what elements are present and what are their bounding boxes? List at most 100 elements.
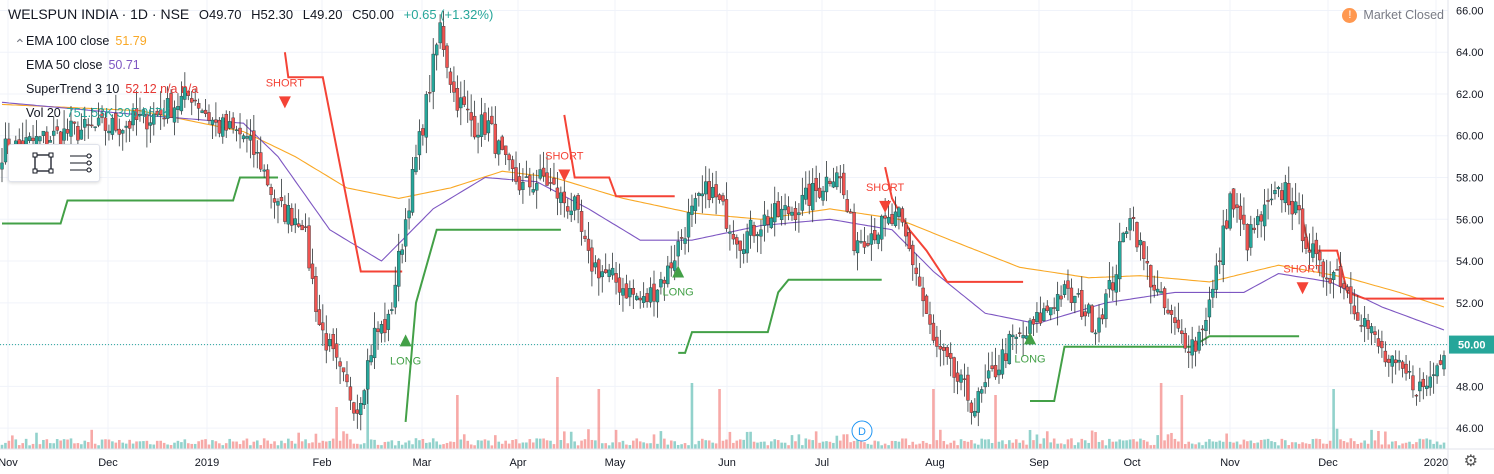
volume-bar	[445, 442, 449, 449]
volume-bar	[1032, 440, 1035, 449]
candle	[390, 309, 394, 311]
candle	[800, 194, 805, 211]
candle	[710, 186, 715, 198]
candle	[1052, 307, 1056, 309]
volume-bar	[545, 440, 549, 449]
candle	[303, 226, 308, 228]
candle	[27, 136, 32, 142]
volume-bar	[245, 438, 249, 449]
candle	[1017, 332, 1022, 334]
rectangle-tool-icon[interactable]	[31, 151, 55, 175]
candle	[1138, 239, 1143, 246]
volume-bar	[1308, 443, 1311, 449]
volume-bar	[293, 443, 297, 449]
volume-bar	[1097, 441, 1101, 449]
volume-bar	[752, 441, 756, 449]
candle	[255, 152, 259, 154]
volume-bar	[811, 440, 814, 449]
candle	[531, 189, 535, 193]
volume-bar	[1339, 439, 1342, 449]
volume-bar	[1435, 441, 1439, 449]
candle	[728, 231, 732, 234]
volume-bar	[766, 445, 770, 449]
volume-bar	[124, 443, 128, 449]
volume-bar	[262, 438, 266, 449]
volume-bar	[318, 442, 321, 449]
volume-bar	[183, 439, 187, 449]
market-status[interactable]: ! Market Closed	[1342, 8, 1444, 24]
volume-bar	[663, 438, 666, 449]
candle	[1218, 260, 1222, 262]
gear-icon[interactable]: ⚙	[1463, 453, 1478, 470]
volume-bar	[687, 445, 690, 449]
candle	[196, 103, 201, 109]
volume-bar	[776, 440, 780, 449]
volume-bar	[135, 441, 138, 449]
volume-bar	[1114, 441, 1118, 449]
volume-bar	[459, 439, 463, 449]
candle	[817, 187, 822, 198]
volume-bar	[1425, 438, 1429, 449]
symbol-title[interactable]: WELSPUN INDIA · 1D · NSE	[8, 6, 190, 22]
volume-bar	[128, 439, 131, 449]
y-tick-label: 56.00	[1456, 214, 1484, 226]
candle	[314, 276, 318, 312]
candle	[155, 110, 159, 115]
candle	[259, 152, 263, 170]
volume-bar	[1394, 441, 1398, 449]
long-arrow	[399, 334, 412, 347]
candle	[359, 403, 363, 415]
volume-bar	[1166, 434, 1170, 449]
candle	[100, 113, 104, 118]
supertrend-down-line	[1301, 219, 1444, 300]
lines-settings-icon[interactable]	[69, 151, 93, 175]
volume-bar	[1328, 440, 1332, 449]
candle	[245, 136, 249, 139]
candle	[769, 217, 773, 228]
supertrend-signals: SHORT LONG SHORT LONG SHORT LONG SHORT D	[266, 77, 1322, 442]
volume-bar	[283, 443, 287, 449]
candle	[679, 237, 684, 239]
candle	[1259, 214, 1263, 222]
x-tick-label: Apr	[509, 457, 526, 469]
volume-bar	[21, 443, 24, 449]
volume-bar	[597, 389, 601, 449]
candle	[1428, 376, 1432, 388]
volume-bar	[914, 444, 918, 449]
candle	[69, 120, 73, 137]
volume-bar	[925, 442, 928, 449]
candle	[1111, 282, 1115, 291]
candle	[621, 288, 625, 296]
volume-bar	[1384, 431, 1387, 449]
volume-bar	[14, 439, 18, 449]
collapse-indicators-icon[interactable]: ⌃	[14, 36, 26, 52]
candle	[1352, 305, 1357, 315]
volume-bar	[894, 440, 897, 449]
volume-bar	[880, 445, 883, 449]
indicator-volume[interactable]: Vol 20 751.53K 305.067K	[10, 106, 170, 120]
volume-bar	[287, 438, 290, 449]
candle	[79, 129, 84, 140]
indicator-ema50[interactable]: EMA 50 close 50.71	[10, 58, 140, 72]
volume-bar	[362, 443, 366, 449]
volume-bar	[224, 443, 228, 449]
indicator-supertrend[interactable]: SuperTrend 3 10 52.12 n/a n/a	[10, 82, 198, 96]
candle	[1104, 293, 1108, 320]
candle	[1204, 319, 1208, 331]
candle	[379, 324, 384, 334]
candle	[1166, 309, 1170, 314]
candle	[1442, 355, 1446, 370]
candle	[1021, 335, 1025, 339]
indicator-ema100[interactable]: EMA 100 close 51.79	[10, 34, 147, 48]
ohlc-open: O49.70	[198, 7, 242, 22]
volume-bar	[321, 440, 325, 449]
volume-bar	[669, 440, 673, 449]
volume-bar	[642, 442, 645, 449]
volume-bar	[269, 443, 273, 449]
volume-bar	[1318, 439, 1322, 449]
volume-bar	[1439, 444, 1442, 449]
candle	[1159, 291, 1163, 294]
candle	[1342, 283, 1346, 289]
candle	[162, 117, 166, 120]
